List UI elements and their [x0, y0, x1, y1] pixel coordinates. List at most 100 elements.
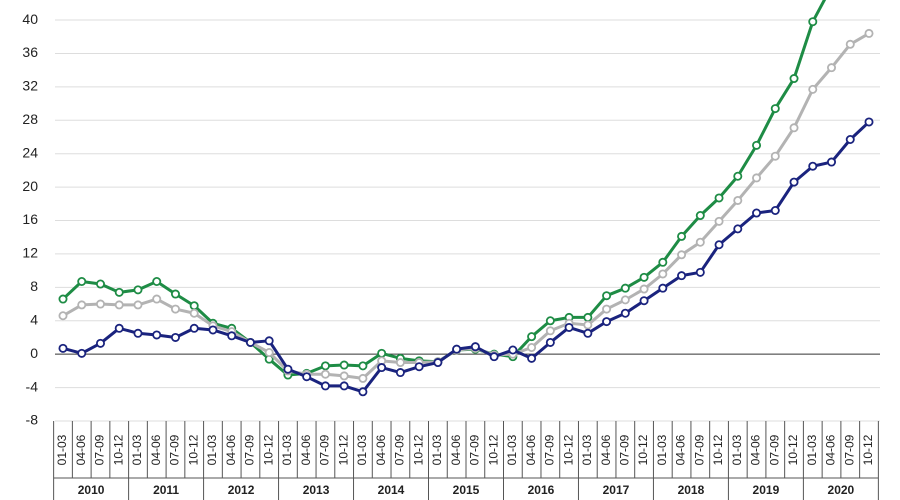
x-tick-label: 01-03 — [55, 434, 69, 465]
data-point — [658, 269, 668, 279]
data-point — [733, 224, 743, 234]
data-point — [658, 257, 668, 267]
data-point — [414, 362, 424, 372]
data-point — [133, 285, 143, 295]
data-point — [208, 325, 218, 335]
x-tick-label: 01-03 — [280, 434, 294, 465]
data-point — [508, 345, 518, 355]
data-point — [170, 304, 180, 314]
year-label: 2016 — [528, 483, 555, 497]
x-tick-label: 07-09 — [543, 434, 557, 465]
data-point — [864, 117, 874, 127]
data-point — [152, 330, 162, 340]
x-tick-label: 01-03 — [805, 434, 819, 465]
year-label: 2012 — [228, 483, 255, 497]
x-tick-label: 04-06 — [74, 434, 88, 465]
data-point — [527, 342, 537, 352]
data-point — [620, 308, 630, 318]
data-point — [264, 348, 274, 358]
x-tick-label: 10-12 — [186, 434, 200, 465]
plot-area — [58, 0, 874, 397]
x-tick-label: 10-12 — [861, 434, 875, 465]
x-tick-label: 07-09 — [93, 434, 107, 465]
year-label: 2020 — [828, 483, 855, 497]
x-tick-label: 07-09 — [243, 434, 257, 465]
x-tick-label: 10-12 — [786, 434, 800, 465]
data-point — [545, 337, 555, 347]
data-point — [133, 328, 143, 338]
data-point — [527, 332, 537, 342]
y-tick-label: 28 — [22, 111, 38, 127]
data-point — [695, 211, 705, 221]
x-tick-label: 10-12 — [636, 434, 650, 465]
x-tick-label: 04-06 — [374, 434, 388, 465]
x-tick-label: 01-03 — [505, 434, 519, 465]
data-point — [602, 317, 612, 327]
data-point — [133, 300, 143, 310]
x-tick-label: 07-09 — [468, 434, 482, 465]
year-label: 2010 — [78, 483, 105, 497]
data-point — [58, 343, 68, 353]
data-point — [677, 231, 687, 241]
year-label: 2018 — [678, 483, 705, 497]
data-point — [395, 358, 405, 368]
data-point — [583, 320, 593, 330]
y-tick-label: 36 — [22, 44, 38, 60]
y-tick-label: -8 — [26, 412, 39, 428]
data-point — [695, 267, 705, 277]
data-point — [527, 353, 537, 363]
data-point — [602, 291, 612, 301]
data-point — [864, 28, 874, 38]
data-point — [677, 250, 687, 260]
data-point — [452, 344, 462, 354]
x-tick-label: 07-09 — [168, 434, 182, 465]
data-point — [545, 316, 555, 326]
x-tick-label: 01-03 — [130, 434, 144, 465]
data-point — [77, 277, 87, 287]
data-point — [227, 331, 237, 341]
x-tick-label: 10-12 — [336, 434, 350, 465]
x-tick-label: 01-03 — [355, 434, 369, 465]
data-point — [470, 342, 480, 352]
data-point — [620, 295, 630, 305]
data-point — [770, 151, 780, 161]
x-tick-label: 07-09 — [692, 434, 706, 465]
data-point — [77, 348, 87, 358]
data-point — [752, 140, 762, 150]
data-point — [339, 360, 349, 370]
data-point — [152, 277, 162, 287]
series-line — [62, 120, 871, 394]
data-point — [339, 371, 349, 381]
y-tick-label: 20 — [22, 178, 38, 194]
y-tick-label: -4 — [26, 378, 39, 394]
data-point — [339, 381, 349, 391]
data-point — [583, 328, 593, 338]
year-label: 2013 — [303, 483, 330, 497]
year-label: 2014 — [378, 483, 405, 497]
data-point — [320, 361, 330, 371]
data-point — [358, 361, 368, 371]
data-point — [845, 39, 855, 49]
x-tick-label: 01-03 — [655, 434, 669, 465]
data-point — [377, 348, 387, 358]
x-tick-label: 07-09 — [318, 434, 332, 465]
data-point — [58, 311, 68, 321]
x-tick-label: 10-12 — [111, 434, 125, 465]
x-tick-label: 04-06 — [674, 434, 688, 465]
data-point — [845, 134, 855, 144]
data-point — [827, 157, 837, 167]
x-tick-label: 10-12 — [261, 434, 275, 465]
data-point — [789, 74, 799, 84]
data-point — [320, 381, 330, 391]
data-point — [245, 337, 255, 347]
x-tick-label: 07-09 — [842, 434, 856, 465]
year-label: 2017 — [603, 483, 630, 497]
data-point — [433, 358, 443, 368]
y-tick-label: 16 — [22, 211, 38, 227]
data-point — [152, 294, 162, 304]
data-point — [695, 237, 705, 247]
data-point — [114, 287, 124, 297]
data-point — [395, 368, 405, 378]
x-tick-label: 04-06 — [749, 434, 763, 465]
